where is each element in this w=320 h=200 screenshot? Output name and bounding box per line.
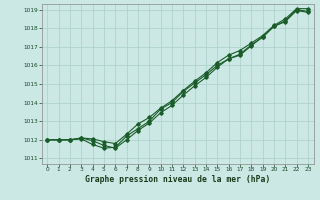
X-axis label: Graphe pression niveau de la mer (hPa): Graphe pression niveau de la mer (hPa) (85, 175, 270, 184)
